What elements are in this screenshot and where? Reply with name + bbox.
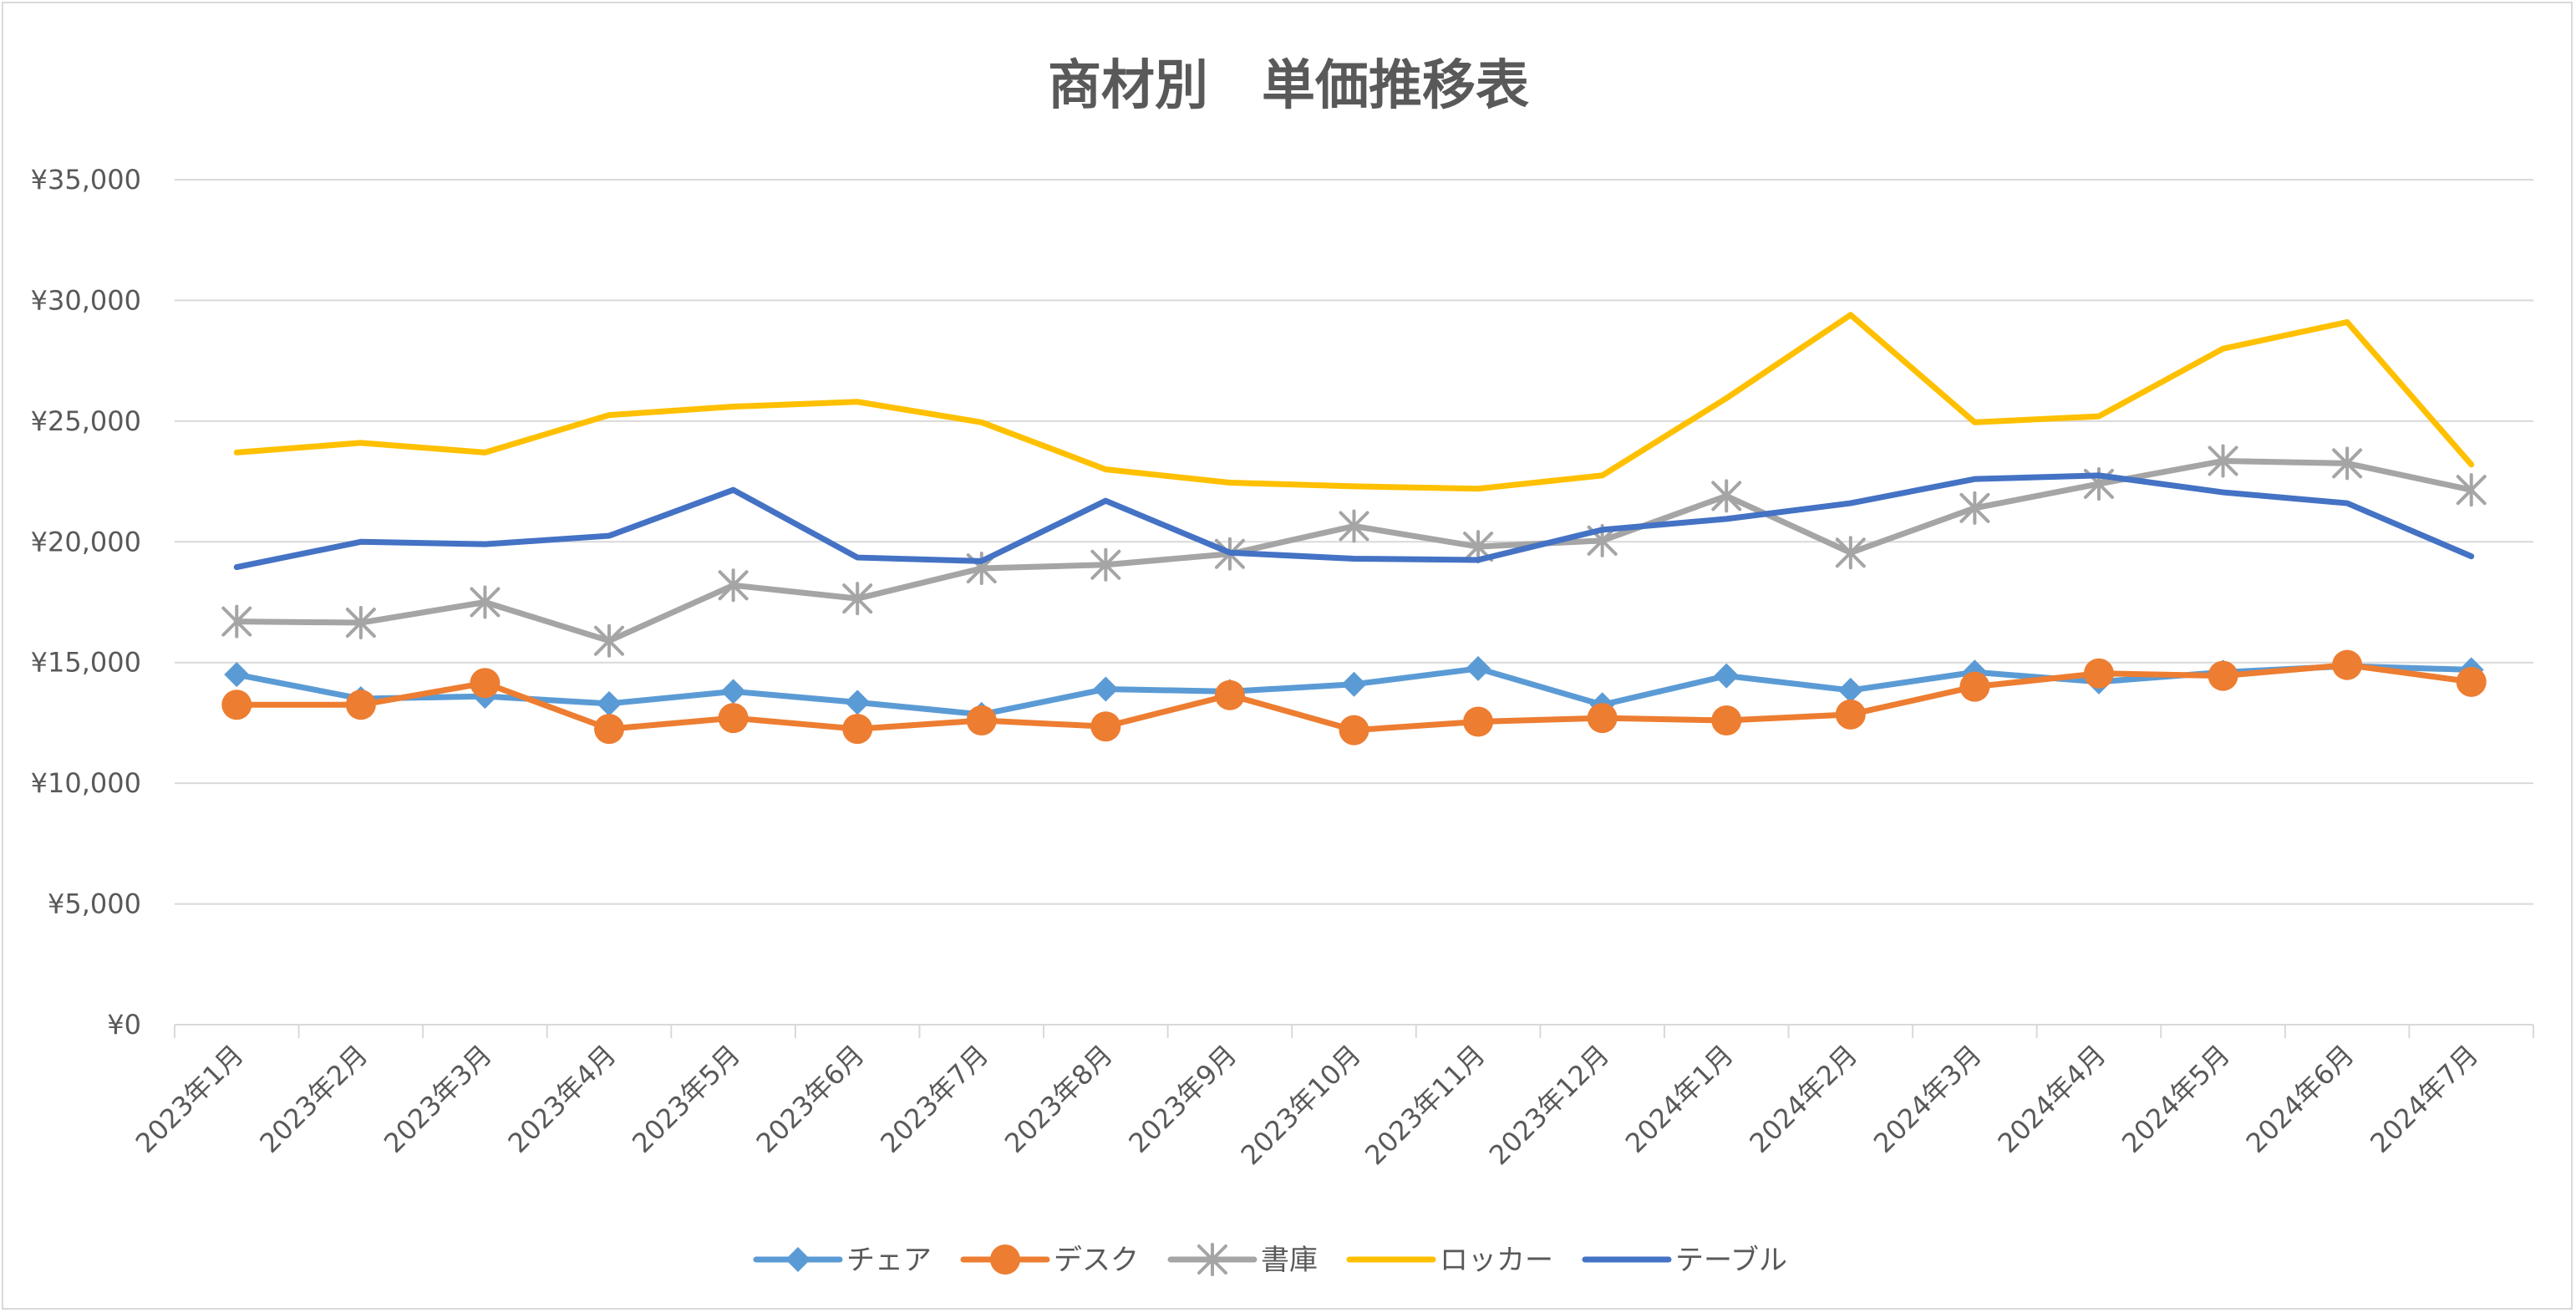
data-point <box>2208 444 2238 478</box>
data-point <box>842 714 873 745</box>
data-point <box>470 668 500 699</box>
data-point <box>470 585 500 619</box>
data-point <box>345 606 376 640</box>
data-point <box>1214 679 1245 710</box>
data-point <box>594 623 625 658</box>
x-axis <box>174 1024 2534 1038</box>
legend-label: ロッカー <box>1440 1244 1553 1277</box>
data-point <box>1090 711 1121 742</box>
x-tick-label: 2024年3月 <box>1867 1039 1988 1159</box>
x-tick-label: 2023年4月 <box>502 1039 622 1159</box>
y-tick-label: ¥20,000 <box>31 526 141 557</box>
data-point <box>597 690 622 716</box>
data-point <box>1587 703 1618 734</box>
x-tick-label: 2024年7月 <box>2364 1039 2484 1159</box>
data-point <box>2332 446 2363 481</box>
series-lines <box>221 312 2487 746</box>
data-point <box>1466 655 1491 681</box>
data-point <box>2456 666 2487 697</box>
legend-label: 書庫 <box>1261 1244 1318 1277</box>
x-tick-label: 2024年5月 <box>2116 1039 2236 1159</box>
data-point <box>2083 658 2114 689</box>
y-axis-ticks: ¥0 ¥5,000 ¥10,000 ¥15,000 ¥20,000 ¥25,000 ¥30,… <box>31 164 141 1041</box>
legend-item: テーブル <box>1582 1244 1787 1277</box>
data-point <box>1463 706 1494 737</box>
data-point <box>1835 536 1866 570</box>
data-point <box>1339 715 1369 746</box>
x-tick-label: 2023年12月 <box>1483 1039 1616 1172</box>
line-chart: 商材別 単価推移表 ¥0¥5,000¥10,000¥15,000¥20,000¥… <box>31 55 2534 1277</box>
series-3 <box>221 444 2487 658</box>
gridlines <box>175 179 2533 905</box>
data-point <box>1959 491 1990 525</box>
data-point <box>1090 547 1121 582</box>
x-axis-ticks: 2023年1月 2023年2月 2023年3月 2023年4月 2023年5月 2023年… <box>130 1039 2485 1172</box>
x-tick-label: 2023年3月 <box>378 1039 498 1159</box>
data-point <box>1714 663 1740 689</box>
data-point <box>842 582 873 616</box>
chart-title: 商材別 単価推移表 <box>1048 55 1529 117</box>
x-tick-label: 2023年9月 <box>1122 1039 1242 1159</box>
y-tick-label: ¥0 <box>107 1009 141 1041</box>
x-tick-label: 2024年4月 <box>1992 1039 2112 1159</box>
series-line <box>233 312 2475 492</box>
legend-item: チェア <box>753 1244 932 1277</box>
data-point <box>1711 705 1742 736</box>
legend-marker <box>1197 1243 1227 1276</box>
x-tick-label: 2024年2月 <box>1743 1039 1863 1159</box>
data-point <box>2208 660 2238 691</box>
x-tick-label: 2024年6月 <box>2240 1039 2360 1159</box>
series-2 <box>221 649 2487 746</box>
data-point <box>1339 509 1369 543</box>
series-5 <box>233 472 2475 571</box>
x-tick-label: 2023年8月 <box>998 1039 1119 1159</box>
data-point <box>345 690 376 720</box>
data-point <box>1837 677 1863 703</box>
x-tick-label: 2023年10月 <box>1235 1039 1368 1172</box>
data-point <box>1093 676 1119 702</box>
data-point <box>1711 479 1742 513</box>
y-tick-label: ¥10,000 <box>31 767 141 799</box>
y-tick-label: ¥15,000 <box>31 647 141 679</box>
data-point <box>221 604 252 639</box>
data-point <box>2332 649 2363 680</box>
data-point <box>720 679 746 705</box>
legend-marker <box>785 1247 810 1272</box>
legend-label: チェア <box>846 1244 932 1277</box>
data-point <box>1341 671 1367 697</box>
data-point <box>2456 473 2487 507</box>
data-point <box>718 703 749 734</box>
x-tick-label: 2023年7月 <box>874 1039 994 1159</box>
data-point <box>1835 699 1866 730</box>
x-tick-label: 2024年1月 <box>1619 1039 1740 1159</box>
data-point <box>966 705 997 736</box>
legend-item: デスク <box>960 1244 1139 1277</box>
legend-label: テーブル <box>1675 1244 1787 1277</box>
y-tick-label: ¥35,000 <box>31 164 141 196</box>
legend-item: 書庫 <box>1167 1243 1318 1277</box>
series-4 <box>233 312 2475 492</box>
y-tick-label: ¥25,000 <box>31 405 141 437</box>
legend-label: デスク <box>1054 1244 1139 1277</box>
legend-item: ロッカー <box>1346 1244 1553 1277</box>
data-point <box>594 714 625 745</box>
x-tick-label: 2023年6月 <box>750 1039 871 1159</box>
data-point <box>845 690 871 715</box>
data-point <box>1959 671 1990 702</box>
data-point <box>718 568 749 603</box>
x-tick-label: 2023年2月 <box>253 1039 373 1159</box>
series-line <box>233 472 2475 571</box>
legend-marker <box>990 1244 1020 1275</box>
legend: チェア デスク 書庫 ロッカー テーブル <box>753 1243 1787 1277</box>
data-point <box>221 690 252 720</box>
x-tick-label: 2023年5月 <box>626 1039 746 1159</box>
y-tick-label: ¥30,000 <box>31 284 141 316</box>
y-tick-label: ¥5,000 <box>48 888 141 920</box>
data-point <box>224 662 250 688</box>
x-tick-label: 2023年1月 <box>130 1039 250 1159</box>
x-tick-label: 2023年11月 <box>1359 1039 1491 1172</box>
